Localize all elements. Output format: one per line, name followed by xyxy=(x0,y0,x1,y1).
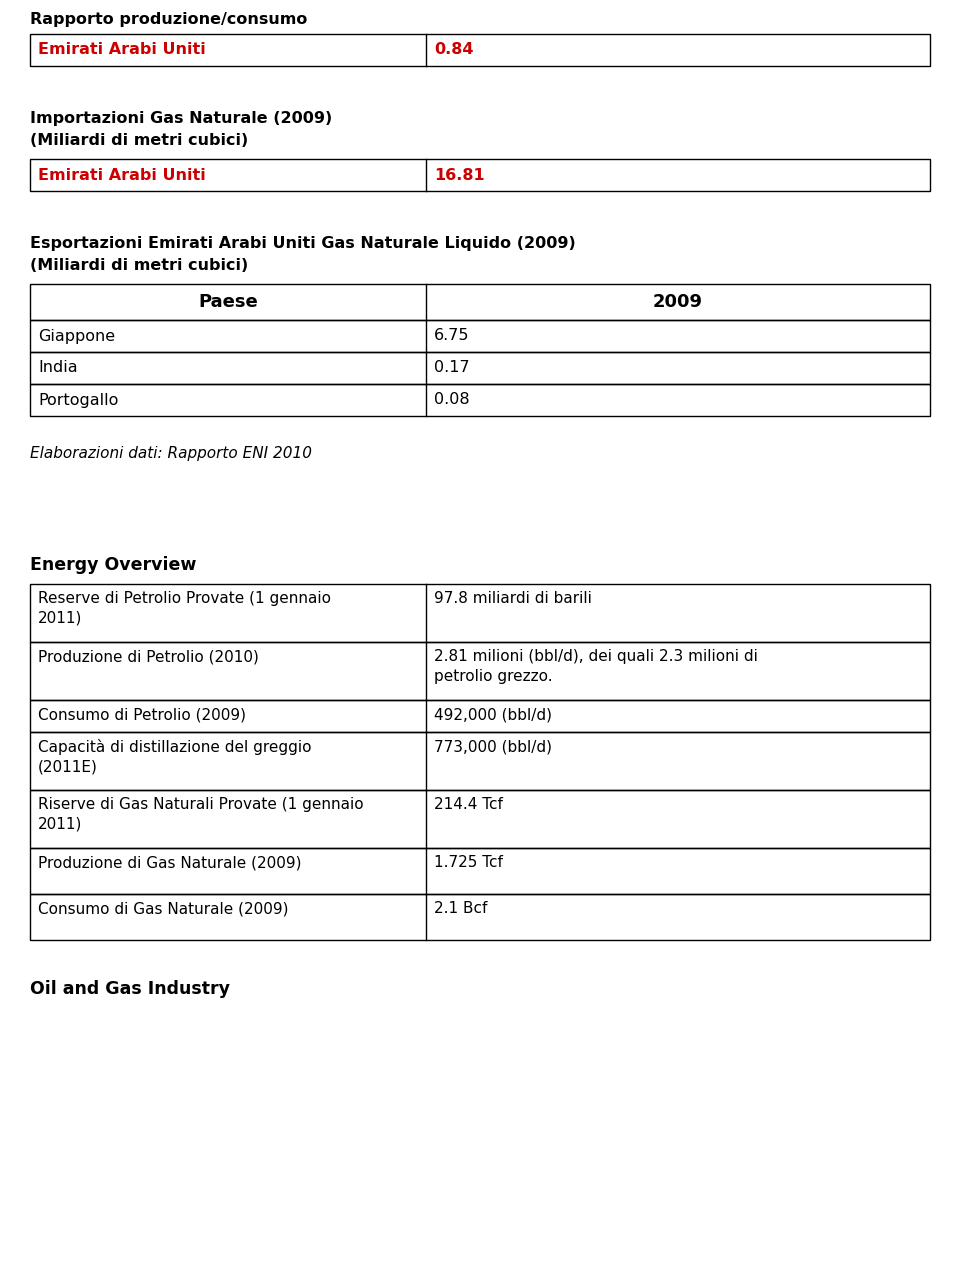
Text: Riserve di Gas Naturali Provate (1 gennaio
2011): Riserve di Gas Naturali Provate (1 genna… xyxy=(38,797,364,831)
Bar xyxy=(30,284,930,320)
Text: Consumo di Petrolio (2009): Consumo di Petrolio (2009) xyxy=(38,707,246,722)
Bar xyxy=(30,159,930,191)
Text: Oil and Gas Industry: Oil and Gas Industry xyxy=(30,980,230,998)
Bar xyxy=(30,848,930,894)
Text: 2.81 milioni (bbl/d), dei quali 2.3 milioni di
petrolio grezzo.: 2.81 milioni (bbl/d), dei quali 2.3 mili… xyxy=(434,649,757,684)
Text: 2009: 2009 xyxy=(653,293,703,311)
Bar xyxy=(30,790,930,848)
Bar xyxy=(30,699,930,731)
Text: Energy Overview: Energy Overview xyxy=(30,556,197,574)
Bar xyxy=(30,352,930,384)
Text: Elaborazioni dati: Rapporto ENI 2010: Elaborazioni dati: Rapporto ENI 2010 xyxy=(30,446,312,461)
Text: Capacità di distillazione del greggio
(2011E): Capacità di distillazione del greggio (2… xyxy=(38,739,311,775)
Text: 2.1 Bcf: 2.1 Bcf xyxy=(434,901,488,916)
Text: Reserve di Petrolio Provate (1 gennaio
2011): Reserve di Petrolio Provate (1 gennaio 2… xyxy=(38,591,331,626)
Text: 97.8 miliardi di barili: 97.8 miliardi di barili xyxy=(434,591,592,606)
Bar xyxy=(30,894,930,940)
Text: 0.84: 0.84 xyxy=(434,42,473,58)
Bar xyxy=(30,320,930,352)
Text: Emirati Arabi Uniti: Emirati Arabi Uniti xyxy=(38,168,205,182)
Bar xyxy=(30,384,930,416)
Bar xyxy=(30,642,930,699)
Text: Importazioni Gas Naturale (2009): Importazioni Gas Naturale (2009) xyxy=(30,111,332,126)
Text: 773,000 (bbl/d): 773,000 (bbl/d) xyxy=(434,739,552,755)
Text: (Miliardi di metri cubici): (Miliardi di metri cubici) xyxy=(30,133,249,149)
Text: Portogallo: Portogallo xyxy=(38,392,118,407)
Text: 0.08: 0.08 xyxy=(434,392,469,407)
Text: India: India xyxy=(38,360,78,375)
Bar xyxy=(30,584,930,642)
Bar xyxy=(30,731,930,790)
Bar xyxy=(30,35,930,67)
Text: Esportazioni Emirati Arabi Uniti Gas Naturale Liquido (2009): Esportazioni Emirati Arabi Uniti Gas Nat… xyxy=(30,236,576,251)
Text: 16.81: 16.81 xyxy=(434,168,485,182)
Text: Produzione di Petrolio (2010): Produzione di Petrolio (2010) xyxy=(38,649,259,664)
Text: 492,000 (bbl/d): 492,000 (bbl/d) xyxy=(434,707,552,722)
Text: Produzione di Gas Naturale (2009): Produzione di Gas Naturale (2009) xyxy=(38,854,301,870)
Text: 6.75: 6.75 xyxy=(434,328,469,343)
Text: Rapporto produzione/consumo: Rapporto produzione/consumo xyxy=(30,12,307,27)
Text: 0.17: 0.17 xyxy=(434,360,469,375)
Text: 214.4 Tcf: 214.4 Tcf xyxy=(434,797,503,812)
Text: Giappone: Giappone xyxy=(38,328,115,343)
Text: Emirati Arabi Uniti: Emirati Arabi Uniti xyxy=(38,42,205,58)
Text: Paese: Paese xyxy=(198,293,258,311)
Text: Consumo di Gas Naturale (2009): Consumo di Gas Naturale (2009) xyxy=(38,901,289,916)
Text: (Miliardi di metri cubici): (Miliardi di metri cubici) xyxy=(30,257,249,273)
Text: 1.725 Tcf: 1.725 Tcf xyxy=(434,854,503,870)
